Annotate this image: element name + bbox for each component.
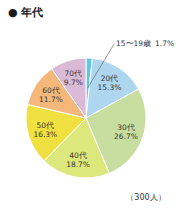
slice-label: 20代15.3%	[98, 74, 122, 92]
chart-container: ● 年代 15〜19歳 1.7% 20代15.3% 30代26.7% 40代18.7% 50…	[0, 0, 176, 216]
slices	[26, 58, 146, 178]
category-label: 50代	[37, 121, 55, 130]
data-label: 9.7%	[64, 78, 83, 87]
data-label: 15.3%	[98, 83, 122, 92]
labels: 15〜19歳 1.7% 20代15.3% 30代26.7% 40代18.7% 50代16.…	[33, 39, 174, 169]
subtitle: （300人）	[126, 193, 165, 202]
category-label: 30代	[117, 123, 135, 132]
category-label: 60代	[42, 86, 60, 95]
data-label: 16.3%	[33, 130, 57, 139]
slice-label: 30代26.7%	[114, 123, 138, 141]
title: ● 年代	[8, 6, 43, 19]
category-label: 70代	[65, 69, 83, 78]
annotation: 15〜19歳 1.7%	[116, 39, 174, 48]
slice-label: 50代16.3%	[33, 121, 57, 139]
data-label: 1.7%	[155, 39, 174, 48]
data-label: 18.7%	[66, 160, 90, 169]
slice-label: 40代18.7%	[66, 151, 90, 169]
slice-label: 70代9.7%	[64, 69, 83, 87]
category-label: 40代	[69, 151, 87, 160]
category-label: 20代	[101, 74, 119, 83]
data-label: 26.7%	[114, 132, 138, 141]
data-label: 11.7%	[39, 95, 63, 104]
category-label: 15〜19歳	[116, 39, 151, 48]
chart-svg: ● 年代 15〜19歳 1.7% 20代15.3% 30代26.7% 40代18.7% 50…	[0, 0, 176, 216]
slice-label: 60代11.7%	[39, 86, 63, 104]
